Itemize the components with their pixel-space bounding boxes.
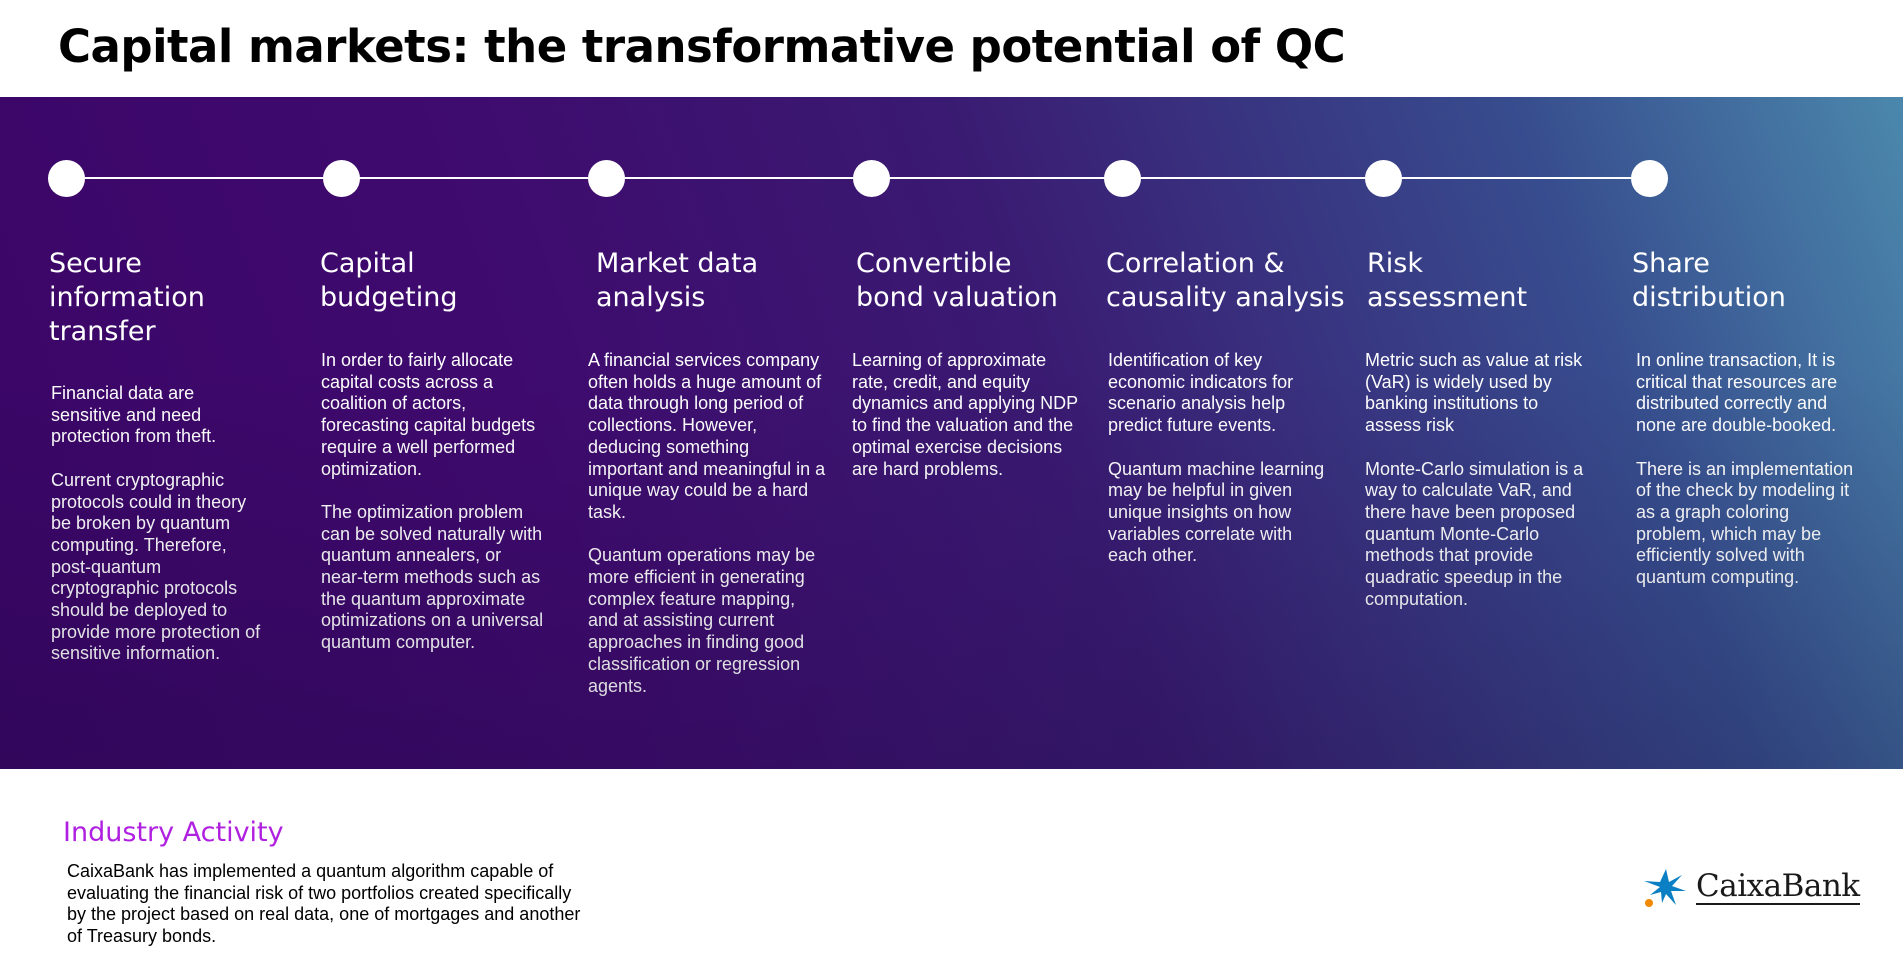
step-risk-assessment: Risk assessment [1367, 247, 1527, 315]
step-description: A financial services company often holds… [588, 350, 828, 719]
step-share-distribution: Share distribution [1632, 247, 1786, 315]
step-convertible-bond-valuation: Convertible bond valuation [856, 247, 1058, 315]
industry-activity-text: CaixaBank has implemented a quantum algo… [67, 861, 581, 946]
step-paragraph: The optimization problem can be solved n… [321, 501, 544, 653]
step-paragraph: Metric such as value at risk (VaR) is wi… [1365, 350, 1583, 436]
timeline-node-6 [1365, 160, 1402, 197]
timeline-node-2 [323, 160, 360, 197]
timeline-node-1 [48, 160, 85, 197]
step-paragraph: Quantum operations may be more efficient… [588, 545, 816, 696]
step-secure-information-transfer: Secure information transfer [49, 247, 205, 349]
step-title: Secure information transfer [49, 248, 205, 347]
step-paragraph: A financial services company often holds… [588, 350, 826, 522]
step-description: Identification of key economic indicator… [1108, 350, 1328, 589]
step-title: Share distribution [1632, 248, 1786, 313]
step-description: Metric such as value at risk (VaR) is wi… [1365, 350, 1585, 632]
industry-activity-heading: Industry Activity [63, 817, 284, 848]
logo-text: CaixaBank [1696, 868, 1860, 905]
step-title: Convertible bond valuation [856, 248, 1058, 313]
step-paragraph: Monte-Carlo simulation is a way to calcu… [1365, 458, 1584, 609]
step-correlation-causality-analysis: Correlation & causality analysis [1106, 247, 1345, 315]
step-description: In order to fairly allocate capital cost… [321, 350, 546, 676]
step-title: Market data analysis [596, 248, 759, 313]
step-market-data-analysis: Market data analysis [596, 247, 758, 315]
step-paragraph: Learning of approximate rate, credit, an… [852, 350, 1078, 479]
timeline-node-3 [588, 160, 625, 197]
step-capital-budgeting: Capital budgeting [320, 247, 457, 315]
step-paragraph: Quantum machine learning may be helpful … [1108, 458, 1325, 566]
step-paragraph: There is an implementation of the check … [1636, 458, 1854, 588]
step-paragraph: Financial data are sensitive and need pr… [51, 383, 217, 447]
step-title: Risk assessment [1367, 248, 1528, 313]
timeline-node-5 [1104, 160, 1141, 197]
step-title: Correlation & causality analysis [1106, 248, 1345, 313]
caixabank-star-icon [1644, 869, 1686, 907]
step-paragraph: In online transaction, It is critical th… [1636, 350, 1838, 436]
step-description: Learning of approximate rate, credit, an… [852, 350, 1080, 502]
step-paragraph: Identification of key economic indicator… [1108, 350, 1294, 436]
step-description: In online transaction, It is critical th… [1636, 350, 1854, 610]
step-description: Financial data are sensitive and need pr… [51, 383, 266, 687]
step-paragraph: In order to fairly allocate capital cost… [321, 350, 536, 479]
step-paragraph: Current cryptographic protocols could in… [51, 469, 261, 664]
step-title: Capital budgeting [320, 248, 458, 313]
timeline-band: Secure information transfer Financial da… [0, 97, 1903, 769]
timeline-node-4 [853, 160, 890, 197]
page-title: Capital markets: the transformative pote… [58, 20, 1346, 73]
timeline-node-7 [1631, 160, 1668, 197]
caixabank-logo: CaixaBank [1636, 865, 1860, 909]
